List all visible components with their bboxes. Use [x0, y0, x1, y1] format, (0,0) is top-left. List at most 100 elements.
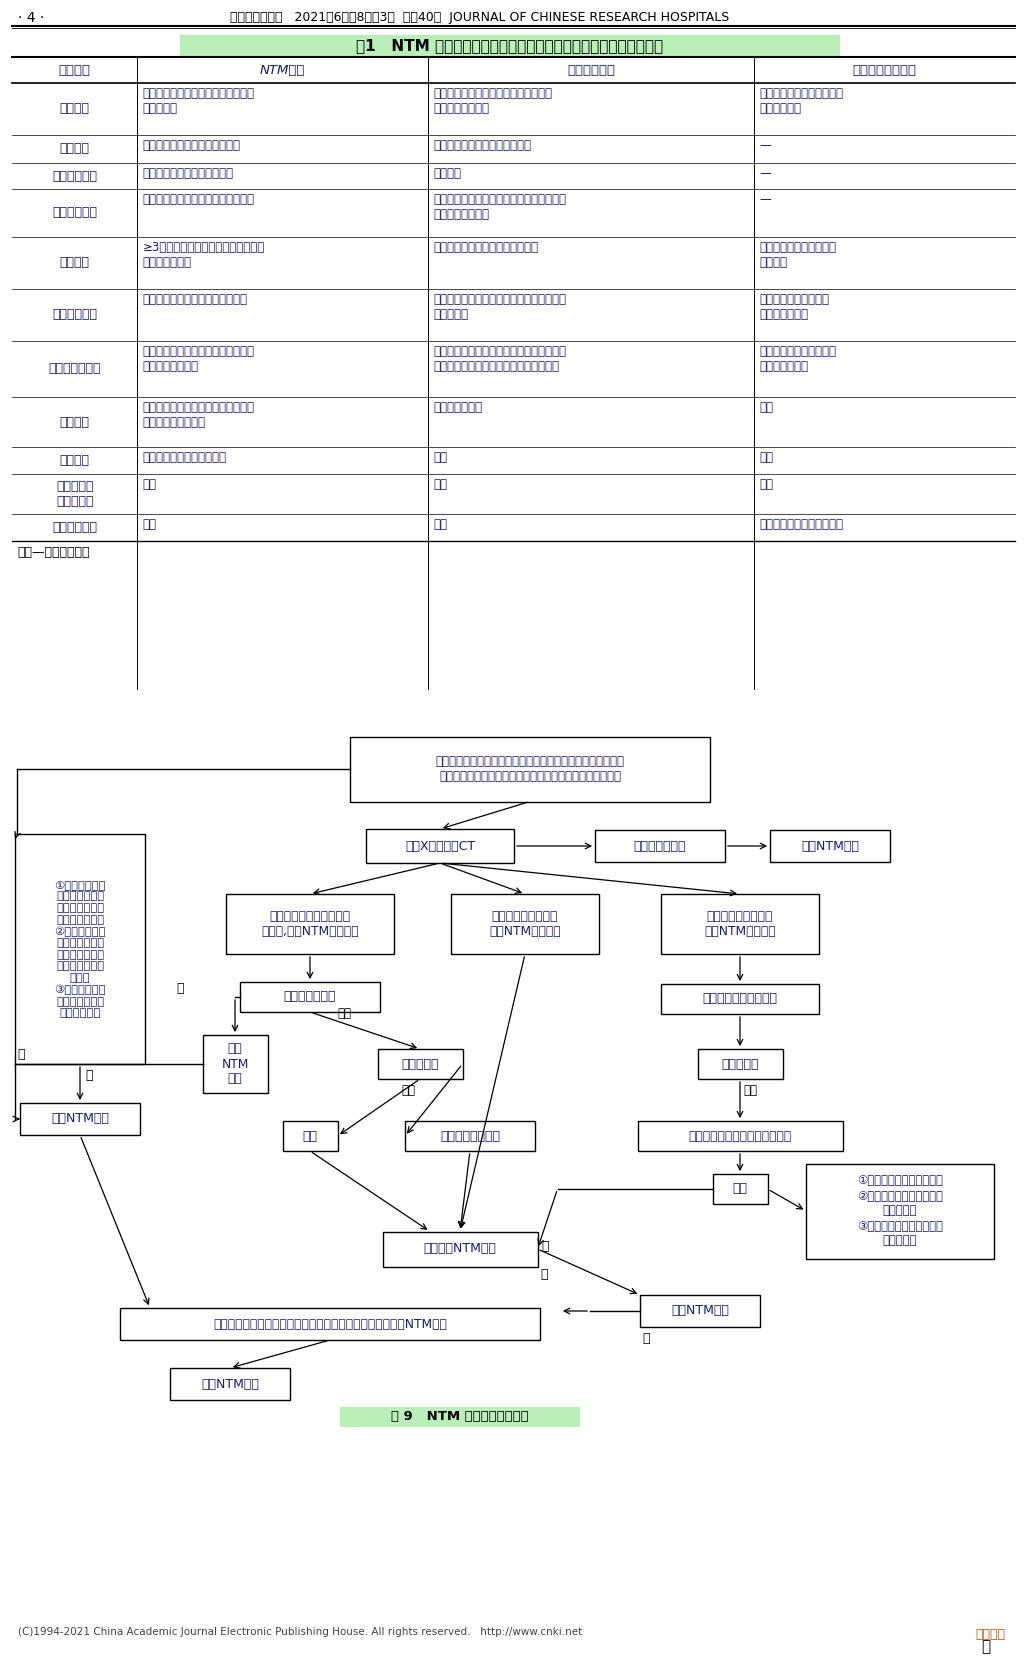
Text: 老年人、免疫功能低下患者、已有肺部基础疾病患者；慢性肺
疾病反复恶化或出现急性呼吸道感染症状；或无症状体检者: 老年人、免疫功能低下患者、已有肺部基础疾病患者；慢性肺 疾病反复恶化或出现急性呼… [435, 756, 624, 782]
Text: 以肺内病变相邻部位胸膜增厚为主，
基底部胸膜受累少见: 以肺内病变相邻部位胸膜增厚为主， 基底部胸膜受累少见 [143, 401, 255, 430]
Text: ≥3个肺叶，可以中叶及舌段为主，也
可无叶段倾向性: ≥3个肺叶，可以中叶及舌段为主，也 可无叶段倾向性 [143, 242, 265, 269]
Text: 常在浸润性病变内形成空洞，或空洞周围伴
较多支气管播散灶: 常在浸润性病变内形成空洞，或空洞周围伴 较多支气管播散灶 [433, 193, 566, 222]
Bar [661, 984, 819, 1014]
Text: 肺内病变馒化: 肺内病变馒化 [52, 520, 98, 534]
Text: 继发性肺结核: 继发性肺结核 [567, 64, 615, 77]
Text: 🐼: 🐼 [981, 1639, 990, 1654]
Text: 肺内空洞为主病变，
符合NTM病变特点: 肺内空洞为主病变， 符合NTM病变特点 [489, 910, 561, 939]
Text: 空洞周围肺野: 空洞周围肺野 [52, 207, 98, 220]
Bar [713, 1174, 767, 1204]
Bar [202, 1034, 267, 1093]
Text: 抗细菌治疗: 抗细菌治疗 [402, 1058, 439, 1071]
Text: 图 9   NTM 肺病影像诊断流程: 图 9 NTM 肺病影像诊断流程 [391, 1410, 529, 1424]
Bar [640, 1295, 760, 1326]
Bar [770, 829, 890, 861]
Text: 常见: 常见 [433, 519, 447, 531]
Text: 两种征象同时存在: 两种征象同时存在 [440, 1130, 500, 1142]
Bar [697, 1049, 783, 1080]
Text: 浸润性实变、气道播散灶、空洞、纤维
条索、支气管扩张: 浸润性实变、气道播散灶、空洞、纤维 条索、支气管扩张 [433, 87, 553, 114]
Text: 影像诊断NTM肺病: 影像诊断NTM肺病 [423, 1242, 496, 1256]
Text: 无效: 无效 [743, 1085, 757, 1096]
Bar [240, 982, 380, 1012]
Bar [595, 829, 725, 861]
Bar [350, 737, 710, 801]
Bar [378, 1049, 462, 1080]
Text: 疑诊NTM肺病: 疑诊NTM肺病 [51, 1113, 109, 1125]
Text: 扩张支气管管壁可广泛馒化: 扩张支气管管壁可广泛馒化 [759, 519, 843, 531]
Text: 双肺上叶为主，肺外周部分为主: 双肺上叶为主，肺外周部分为主 [143, 139, 240, 153]
Text: 少见: 少见 [759, 479, 773, 490]
Text: 牿拉性支气管扩张为主，伴周围纤维条索、
肺结构扭曲: 牿拉性支气管扩张为主，伴周围纤维条索、 肺结构扭曲 [433, 294, 566, 321]
Text: 确保标本无外源性污染的前提下，经实验室菌型鉴定证实为NTM感染: 确保标本无外源性污染的前提下，经实验室菌型鉴定证实为NTM感染 [213, 1318, 447, 1330]
Bar [180, 35, 840, 57]
Text: 胸膜肥厚: 胸膜肥厚 [60, 415, 89, 428]
Text: ①临床表现与肺结核不相符
②接受正规抗结核治疗无效
而反复排菌
③未经抗结核治疗，肺内病
变进展缓慢: ①临床表现与肺结核不相符 ②接受正规抗结核治疗无效 而反复排菌 ③未经抗结核治疗… [858, 1175, 943, 1247]
Text: ①肺内有支气管
扩张、结节、空
洞、斑片影、纤
维条索灶等病变
②痰或支气管肺
泡灌洗液抗酸杆
菌检查阳性而临
床表现与肺结核
不相符
③接受正规抗结
核治疗无: ①肺内有支气管 扩张、结节、空 洞、斑片影、纤 维条索灶等病变 ②痰或支气管肺 … [54, 880, 106, 1017]
Text: 支气管扩张并感染: 支气管扩张并感染 [852, 64, 917, 77]
Text: 否: 否 [17, 1048, 25, 1061]
Bar [806, 1164, 994, 1259]
Text: 空洞形态特点: 空洞形态特点 [52, 170, 98, 183]
Text: 柱状、囊状支扶可同时
存在，无倾向性: 柱状、囊状支扶可同时 存在，无倾向性 [759, 294, 829, 321]
Bar [170, 1368, 290, 1400]
Text: 否: 否 [540, 1269, 548, 1281]
Text: 常见: 常见 [433, 479, 447, 490]
Text: 是: 是 [541, 1241, 549, 1254]
Text: 空洞、支气管扩张、小叶中心结节、
浸润性实变: 空洞、支气管扩张、小叶中心结节、 浸润性实变 [143, 87, 255, 114]
Text: 中国研究型医院   2021年6月第8卷第3期  总第40期  JOURNAL OF CHINESE RESEARCH HOSPITALS: 中国研究型医院 2021年6月第8卷第3期 总第40期 JOURNAL OF C… [230, 12, 729, 24]
Text: NTM肺病: NTM肺病 [260, 64, 305, 77]
Text: 分布广泛，以双肺上叶尖后段、下叶背段为
主，可合并空洞、纤维条索、支气管扩张: 分布广泛，以双肺上叶尖后段、下叶背段为 主，可合并空洞、纤维条索、支气管扩张 [433, 344, 566, 373]
Text: 排除NTM肺病: 排除NTM肺病 [671, 1305, 729, 1318]
Text: 注：—为无影像表现: 注：—为无影像表现 [17, 546, 89, 559]
Bar [226, 893, 394, 954]
Text: 常见征象: 常见征象 [60, 102, 89, 116]
Text: 影像表现: 影像表现 [59, 64, 90, 77]
Text: 柱状支扶为主，无周围肺结构扭曲: 柱状支扶为主，无周围肺结构扭曲 [143, 294, 248, 306]
Text: 熊猫放射: 熊猫放射 [975, 1629, 1005, 1640]
Text: 双肺上叶尖后段、下叶背段为主: 双肺上叶尖后段、下叶背段为主 [433, 139, 531, 153]
Bar [451, 893, 599, 954]
Text: —: — [759, 139, 771, 153]
Text: 少见: 少见 [143, 479, 156, 490]
Text: —: — [759, 193, 771, 207]
Bar [366, 829, 514, 863]
Text: 薄壁多见，可发展为厚壁空洞: 薄壁多见，可发展为厚壁空洞 [143, 166, 233, 180]
Text: 纵隔、肺门
淥巴结肥大: 纵隔、肺门 淥巴结肥大 [55, 480, 93, 509]
Text: 支扶分布: 支扶分布 [60, 257, 89, 270]
Bar [282, 1122, 338, 1152]
Bar [340, 1407, 580, 1427]
Text: 受累肺叶较少，以中叶、
舌段多见: 受累肺叶较少，以中叶、 舌段多见 [759, 242, 836, 269]
Text: 少见: 少见 [759, 452, 773, 463]
Text: 少见: 少见 [759, 401, 773, 415]
Text: 肺内实变为主病变，
符合NTM病变特点: 肺内实变为主病变， 符合NTM病变特点 [705, 910, 775, 939]
Bar [638, 1122, 842, 1152]
Text: 未发现肺内病变: 未发现肺内病变 [634, 840, 686, 853]
Text: 痰或支气管肺泡灌洗液抗酸染色: 痰或支气管肺泡灌洗液抗酸染色 [688, 1130, 792, 1142]
Text: 少见: 少见 [143, 519, 156, 531]
Text: 有效: 有效 [338, 1007, 351, 1021]
Text: 肺内结节、支气管扩张为
主病变,符合NTM病变特点: 肺内结节、支气管扩张为 主病变,符合NTM病变特点 [261, 910, 358, 939]
Text: 胸腔积液: 胸腔积液 [60, 453, 89, 467]
Text: 支气管扩张、细支气管炎、
小叶中心结节: 支气管扩张、细支气管炎、 小叶中心结节 [759, 87, 843, 114]
Text: 无效: 无效 [303, 1130, 317, 1142]
Bar [15, 834, 145, 1064]
Text: 浸润性病变特点: 浸润性病变特点 [48, 363, 101, 376]
Bar [405, 1122, 535, 1152]
Bar [382, 1231, 537, 1266]
Text: 厚壁多见: 厚壁多见 [433, 166, 461, 180]
Bar [661, 893, 819, 954]
Text: 是: 是 [85, 1070, 92, 1081]
Text: 无效: 无效 [401, 1085, 415, 1096]
Text: 胸部X线、胸部CT: 胸部X线、胸部CT [405, 840, 476, 853]
Text: 常见: 常见 [433, 452, 447, 463]
Text: 表1   NTM 肺病与继发性肺结核和支气管扩张并感染的影像表现鉴别: 表1 NTM 肺病与继发性肺结核和支气管扩张并感染的影像表现鉴别 [356, 39, 663, 54]
Text: 合并或不合并其他征象: 合并或不合并其他征象 [702, 992, 777, 1006]
Text: 以双肺上叶尖后段、下叶背段为主: 以双肺上叶尖后段、下叶背段为主 [433, 242, 538, 254]
Text: 不合并其他征象: 不合并其他征象 [283, 991, 336, 1004]
Text: 确诊NTM肺病: 确诊NTM肺病 [201, 1377, 259, 1390]
Text: 排除
NTM
肺病: 排除 NTM 肺病 [221, 1043, 249, 1086]
Text: 浸润性病变少见、支气管播散灶少见: 浸润性病变少见、支气管播散灶少见 [143, 193, 255, 207]
Bar [20, 1103, 140, 1135]
Text: 否: 否 [177, 982, 184, 996]
Text: 空洞分布: 空洞分布 [60, 143, 89, 156]
